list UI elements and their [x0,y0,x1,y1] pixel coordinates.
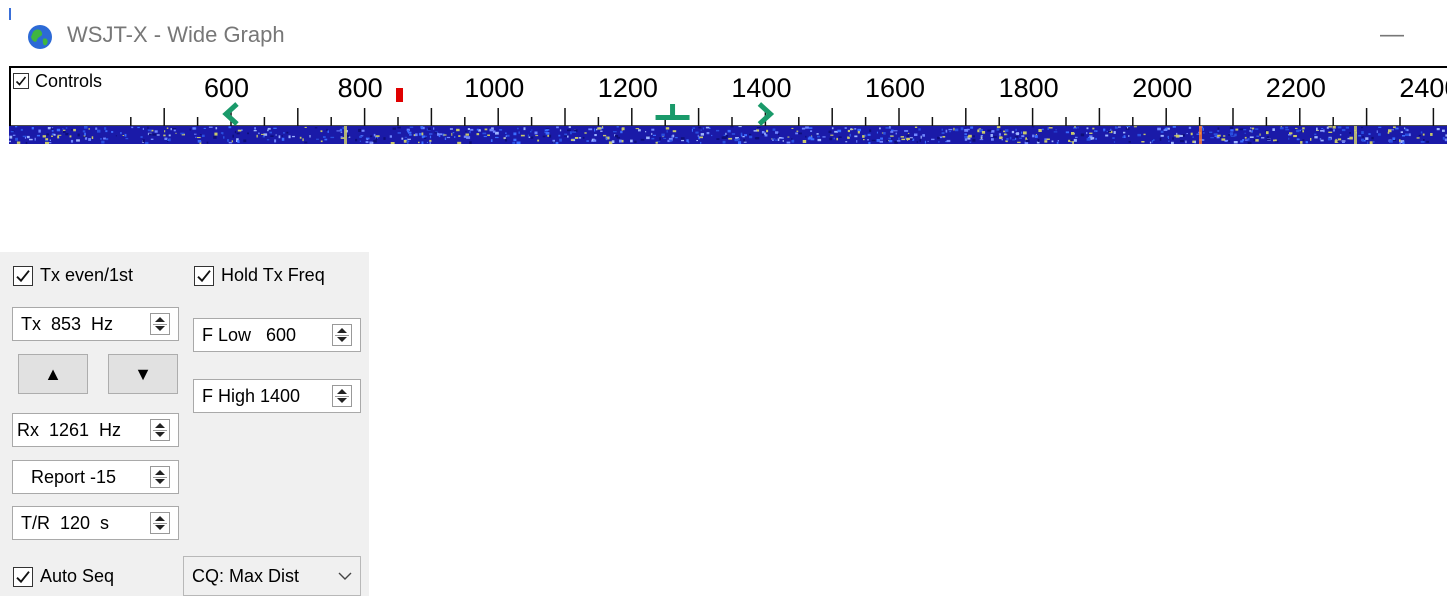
tx-even-checkbox[interactable]: Tx even/1st [13,265,133,286]
auto-seq-check-icon[interactable] [13,566,33,587]
spin-arrows-icon[interactable] [150,512,170,534]
title-bar [0,0,1447,66]
tx-even-label: Tx even/1st [40,265,134,285]
f-low-value: F Low 600 [202,324,297,345]
rx-freq-spinbox[interactable]: Rx 1261 Hz [12,413,179,447]
controls-checkbox[interactable]: Controls [13,71,102,91]
tr-period-spinbox[interactable]: T/R 120 s [12,506,179,540]
freq-label: 1600 [865,73,926,103]
window-title: WSJT-X - Wide Graph [67,22,285,47]
freq-label: 2400 [1399,73,1447,103]
waterfall-signal-trace [1354,126,1357,144]
tx-freq-marker[interactable] [396,88,404,102]
spin-arrows-icon[interactable] [150,419,170,441]
auto-seq-checkbox[interactable]: Auto Seq [13,566,114,587]
report-value: Report -15 [31,466,117,487]
f-high-value: F High 1400 [202,385,301,406]
rx-freq-value: Rx 1261 Hz [17,419,122,440]
spin-arrows-icon[interactable] [332,385,352,407]
tr-period-value: T/R 120 s [21,512,110,533]
minimize-button[interactable]: — [1380,21,1404,48]
f-low-spinbox[interactable]: F Low 600 [193,318,361,352]
window-edge-marker [9,8,11,20]
freq-label: 600 [204,73,250,103]
report-spinbox[interactable]: Report -15 [12,460,179,494]
cq-mode-value: CQ: Max Dist [192,565,300,586]
tx-freq-spinbox[interactable]: Tx 853 Hz [12,307,179,341]
controls-check-icon[interactable] [13,73,29,89]
freq-label: 1000 [464,73,525,103]
tx-up-button[interactable]: ▲ [18,354,88,394]
f-high-spinbox[interactable]: F High 1400 [193,379,361,413]
freq-label: 2000 [1132,73,1193,103]
f-low-marker[interactable] [222,102,239,126]
controls-label: Controls [35,71,103,91]
rx-freq-marker[interactable] [655,104,690,120]
freq-label: 800 [337,73,383,103]
tx-down-button[interactable]: ▼ [108,354,178,394]
globe-icon [28,25,52,49]
freq-label: 1400 [731,73,792,103]
freq-label: 1200 [597,73,658,103]
waterfall-signal-trace [1199,126,1202,144]
chevron-down-icon [338,572,352,580]
hold-tx-freq-check-icon[interactable] [194,265,214,286]
hold-tx-freq-label: Hold Tx Freq [221,265,325,285]
spin-arrows-icon[interactable] [150,313,170,335]
ruler-overlay [11,88,1447,127]
freq-label: 1800 [998,73,1059,103]
waterfall-display[interactable] [9,126,1447,144]
freq-label: 2200 [1265,73,1326,103]
cq-mode-select[interactable]: CQ: Max Dist [183,556,361,596]
tx-even-check-icon[interactable] [13,265,33,286]
hold-tx-freq-checkbox[interactable]: Hold Tx Freq [194,265,325,286]
spin-arrows-icon[interactable] [150,466,170,488]
waterfall-signal-trace [344,126,347,144]
spin-arrows-icon[interactable] [332,324,352,346]
tx-freq-value: Tx 853 Hz [21,313,114,334]
auto-seq-label: Auto Seq [40,566,115,586]
f-high-marker[interactable] [757,102,775,126]
